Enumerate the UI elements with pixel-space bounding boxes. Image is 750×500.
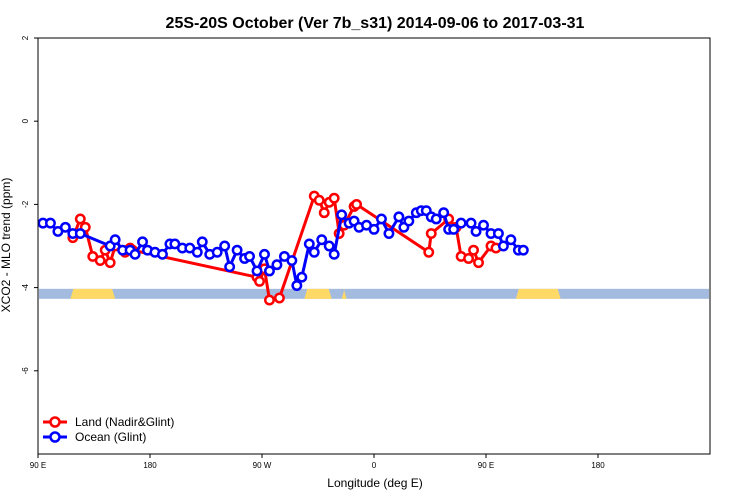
data-point xyxy=(455,217,467,229)
data-point xyxy=(104,257,116,269)
x-tick-label: 90 E xyxy=(30,461,46,470)
data-point xyxy=(191,246,203,258)
data-point xyxy=(505,234,517,246)
data-point xyxy=(251,265,263,277)
y-tick-label: 2 xyxy=(21,35,30,40)
data-point xyxy=(470,225,482,237)
data-point xyxy=(403,215,415,227)
land-strip-segment xyxy=(70,288,116,299)
x-tick-label: 180 xyxy=(143,461,157,470)
data-point xyxy=(468,244,480,256)
x-tick-label: 90 W xyxy=(253,461,272,470)
x-tick-label: 90 E xyxy=(478,461,494,470)
axis-ticks: 90 E 180 90 W 0 90 E 180 2 0 -2 -4 -6 xyxy=(21,35,605,470)
data-point xyxy=(303,238,315,250)
data-point xyxy=(244,250,256,262)
data-point xyxy=(137,236,148,248)
series-ocean xyxy=(37,205,529,291)
data-point xyxy=(423,246,435,258)
land-ocean-strip xyxy=(39,288,709,299)
data-point xyxy=(74,213,86,225)
data-point xyxy=(383,228,395,239)
data-point xyxy=(196,236,208,248)
data-point xyxy=(296,271,308,283)
data-point xyxy=(368,223,380,235)
data-point xyxy=(291,280,303,291)
data-point xyxy=(465,217,477,229)
data-point xyxy=(425,228,437,239)
data-point xyxy=(318,207,330,219)
legend-ocean-label: Ocean (Glint) xyxy=(75,430,146,444)
ocean-strip xyxy=(39,288,709,299)
plot-frame xyxy=(37,37,711,455)
data-point xyxy=(492,228,504,239)
data-point xyxy=(286,255,298,267)
chart-title: 25S-20S October (Ver 7b_s31) 2014-09-06 … xyxy=(166,15,585,32)
data-point xyxy=(351,198,363,210)
data-point xyxy=(264,294,275,306)
y-tick-label: 0 xyxy=(21,118,30,123)
data-point xyxy=(328,192,340,204)
data-point xyxy=(273,292,285,304)
data-point xyxy=(109,234,121,246)
data-point xyxy=(463,253,475,264)
data-point xyxy=(129,248,141,260)
data-point xyxy=(219,240,231,252)
legend-land-label: Land (Nadir&Glint) xyxy=(75,415,174,429)
data-series xyxy=(37,190,529,306)
data-point xyxy=(211,246,223,258)
data-point xyxy=(497,240,509,252)
data-point xyxy=(94,255,106,267)
x-axis-label: Longitude (deg E) xyxy=(327,476,422,490)
x-tick-label: 180 xyxy=(591,461,605,470)
data-point xyxy=(313,194,325,206)
data-point xyxy=(478,219,489,231)
data-point xyxy=(376,213,387,225)
y-tick-label: -2 xyxy=(21,200,30,208)
data-point xyxy=(231,244,243,256)
data-point xyxy=(254,275,265,287)
y-axis-label: XCO2 - MLO trend (ppm) xyxy=(0,178,13,313)
data-point xyxy=(336,209,348,221)
data-point xyxy=(328,248,340,260)
legend-land-marker xyxy=(49,416,61,428)
data-point xyxy=(393,211,405,223)
data-point xyxy=(448,223,460,235)
data-point xyxy=(259,248,270,260)
legend: Land (Nadir&Glint) Ocean (Glint) xyxy=(43,415,174,444)
data-point xyxy=(271,259,283,271)
y-tick-label: -6 xyxy=(21,367,30,375)
data-point xyxy=(156,248,168,260)
data-point xyxy=(308,246,320,258)
data-point xyxy=(517,244,529,256)
data-point xyxy=(44,217,56,229)
y-tick-label: -4 xyxy=(21,283,30,291)
land-strip-segment xyxy=(341,288,347,299)
land-strip-segment xyxy=(515,288,561,299)
legend-ocean-marker xyxy=(49,431,61,443)
data-point xyxy=(74,228,86,239)
data-point xyxy=(224,261,236,273)
land-strip-segment xyxy=(304,288,332,299)
data-point xyxy=(316,234,328,246)
data-point xyxy=(438,207,450,219)
data-point xyxy=(59,221,71,233)
data-point xyxy=(430,213,442,225)
data-point xyxy=(323,240,335,252)
data-point xyxy=(264,265,275,277)
x-tick-label: 0 xyxy=(372,461,377,470)
data-point xyxy=(473,257,484,269)
